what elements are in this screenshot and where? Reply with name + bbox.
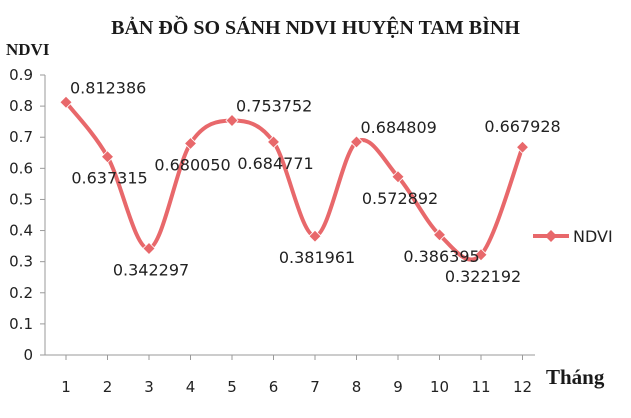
data-label: 0.637315 bbox=[71, 169, 147, 188]
data-label: 0.753752 bbox=[236, 96, 312, 115]
data-label: 0.322192 bbox=[445, 267, 521, 286]
y-tick-label: 0.1 bbox=[9, 315, 33, 333]
x-tick-label: 11 bbox=[471, 378, 490, 396]
y-tick-label: 0.5 bbox=[9, 190, 33, 208]
data-point-marker bbox=[308, 229, 322, 243]
data-label: 0.342297 bbox=[113, 261, 189, 280]
x-tick-label: 10 bbox=[430, 378, 449, 396]
data-point-marker bbox=[183, 136, 198, 150]
x-tick-label: 1 bbox=[61, 378, 71, 396]
y-axis-label: NDVI bbox=[6, 40, 50, 59]
data-label: 0.684809 bbox=[361, 118, 437, 137]
data-label: 0.386395 bbox=[403, 247, 479, 266]
x-tick-label: 2 bbox=[103, 378, 113, 396]
data-point-marker bbox=[349, 135, 364, 149]
data-label: 0.381961 bbox=[279, 248, 355, 267]
y-tick-label: 0.7 bbox=[9, 128, 33, 146]
chart-title: BẢN ĐỒ SO SÁNH NDVI HUYỆN TAM BÌNH bbox=[111, 17, 520, 39]
data-point-marker bbox=[59, 95, 73, 109]
data-point-marker bbox=[225, 113, 239, 128]
y-tick-label: 0 bbox=[23, 346, 33, 364]
x-tick-label: 6 bbox=[269, 378, 279, 396]
data-label: 0.684771 bbox=[237, 154, 313, 173]
data-label: 0.667928 bbox=[484, 117, 560, 136]
x-axis-label: Tháng bbox=[546, 365, 605, 389]
x-tick-label: 3 bbox=[144, 378, 154, 396]
legend-swatch-marker bbox=[545, 230, 557, 242]
y-tick-label: 0.8 bbox=[9, 97, 33, 115]
legend-label: NDVI bbox=[573, 227, 613, 246]
data-label: 0.680050 bbox=[154, 155, 230, 174]
x-tick-label: 7 bbox=[310, 378, 320, 396]
y-tick-label: 0.6 bbox=[9, 159, 33, 177]
y-tick-label: 0.2 bbox=[9, 284, 33, 302]
data-point-marker bbox=[142, 241, 156, 256]
data-point-marker bbox=[266, 135, 281, 149]
data-point-marker bbox=[391, 170, 405, 184]
y-tick-label: 0.9 bbox=[9, 66, 33, 84]
x-tick-label: 8 bbox=[352, 378, 362, 396]
data-label: 0.812386 bbox=[70, 78, 146, 97]
data-point-marker bbox=[100, 150, 115, 164]
y-tick-label: 0.4 bbox=[9, 222, 33, 240]
series-line bbox=[64, 101, 525, 262]
y-tick-label: 0.3 bbox=[9, 253, 33, 271]
data-point-marker bbox=[474, 248, 488, 262]
x-tick-label: 4 bbox=[186, 378, 196, 396]
data-point-marker bbox=[515, 140, 530, 154]
data-label: 0.572892 bbox=[362, 189, 438, 208]
x-tick-label: 9 bbox=[393, 378, 403, 396]
x-tick-label: 5 bbox=[227, 378, 237, 396]
x-tick-label: 12 bbox=[513, 378, 532, 396]
data-point-marker bbox=[432, 228, 447, 242]
